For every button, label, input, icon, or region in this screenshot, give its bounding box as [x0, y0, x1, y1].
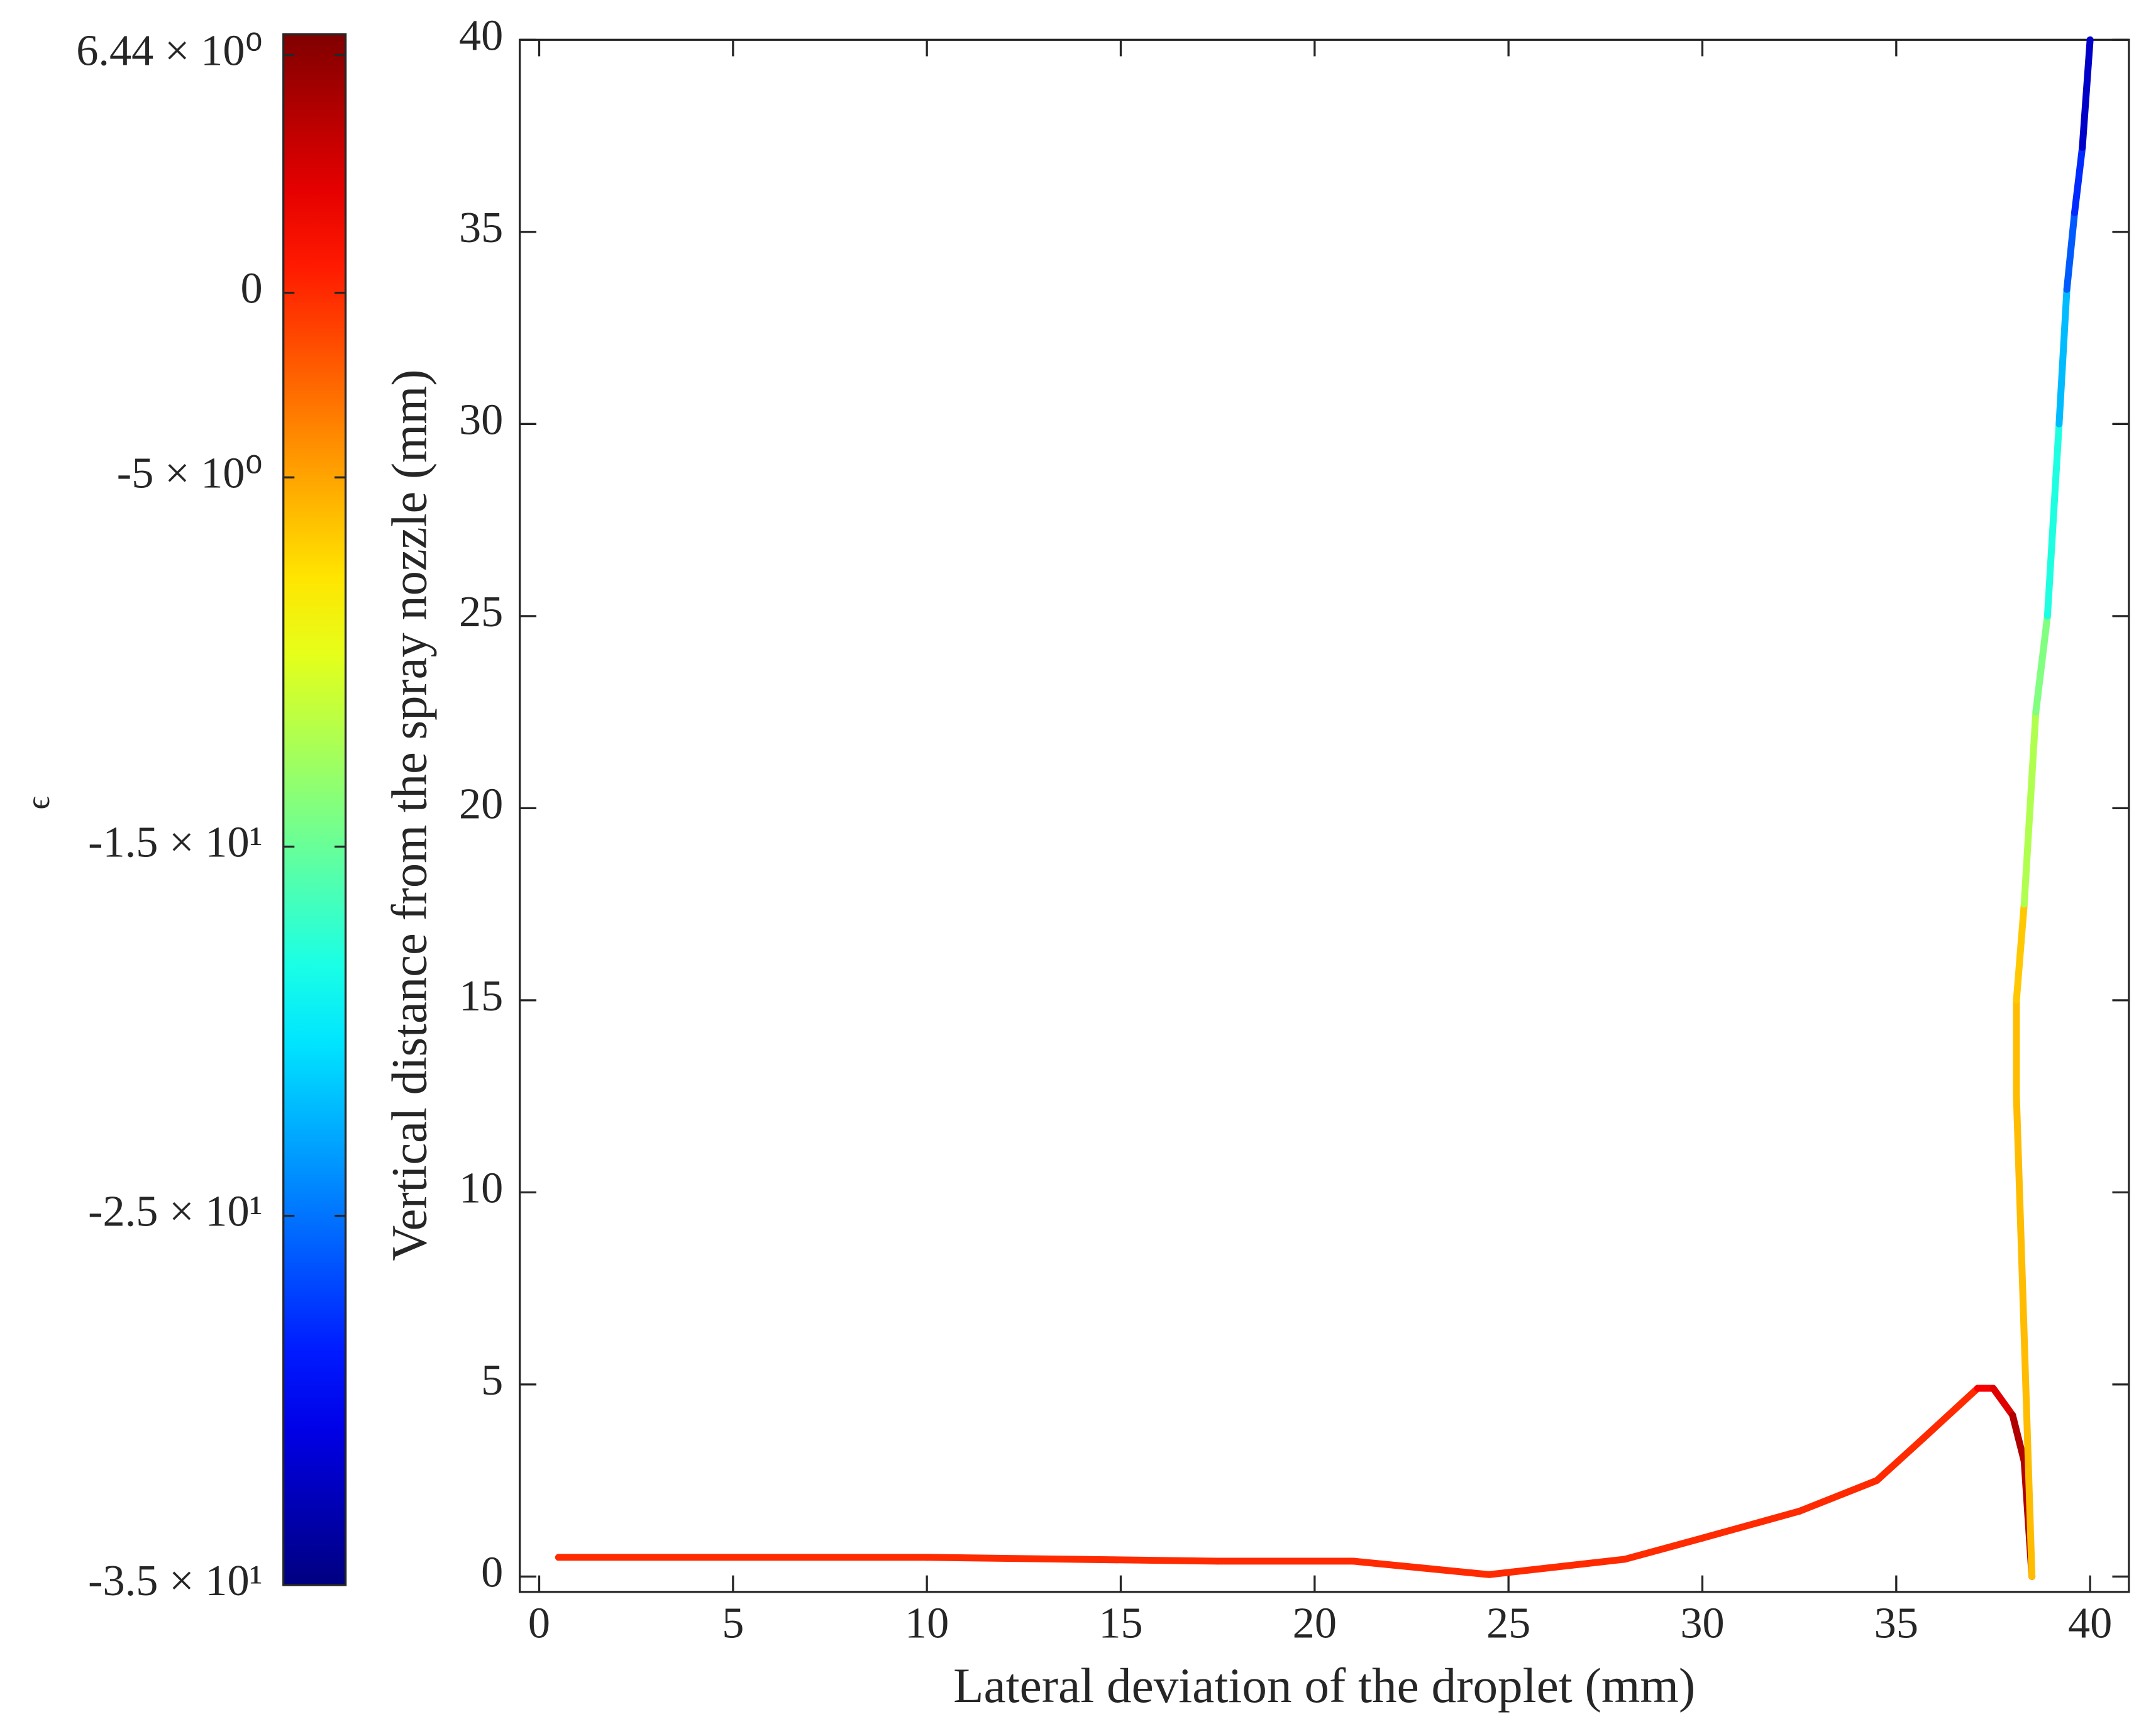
- trajectory-segment: [2032, 612, 2051, 716]
- colorbar-tick-label: 6.44 × 10⁰: [76, 27, 262, 75]
- trajectory-segment: [2009, 1412, 2028, 1465]
- trajectory-segment: [1920, 1385, 1981, 1442]
- trajectory-segment: [1873, 1434, 1927, 1484]
- trajectory-segment: [1621, 1534, 1706, 1563]
- colorbar-tick-label: 0: [241, 265, 263, 313]
- trajectory-segment: [1349, 1557, 1493, 1578]
- colorbar-tick-label: -1.5 × 10¹: [88, 819, 263, 867]
- colorbar-frame: [282, 33, 347, 1586]
- colorbar: [283, 34, 346, 1585]
- trajectory-segment: [2013, 1093, 2036, 1580]
- y-tick-label: 25: [459, 588, 503, 636]
- y-tick-label: 0: [481, 1549, 503, 1597]
- colorbar-tick-label: -2.5 × 10¹: [88, 1188, 263, 1236]
- x-tick-label: 0: [528, 1600, 550, 1648]
- trajectory-segment: [2013, 900, 2028, 1004]
- trajectory-segment: [1989, 1385, 2016, 1419]
- x-tick-label: 15: [1098, 1600, 1142, 1648]
- trajectory-segment: [2063, 209, 2078, 293]
- trajectory-segment: [1485, 1556, 1628, 1578]
- plot-area: [519, 40, 2129, 1592]
- axes-frame: [519, 38, 2130, 1593]
- y-axis-label: Vertical distance from the spray nozzle …: [382, 369, 437, 1261]
- trajectory-segment: [2055, 286, 2071, 428]
- x-tick-label: 5: [722, 1600, 744, 1648]
- y-tick-label: 20: [459, 780, 503, 829]
- x-tick-label: 10: [905, 1600, 949, 1648]
- y-tick-label: 5: [481, 1356, 503, 1405]
- x-tick-label: 20: [1293, 1600, 1337, 1648]
- colorbar-tick-label: -5 × 10⁰: [117, 449, 263, 497]
- y-tick-label: 35: [459, 204, 503, 252]
- y-tick-label: 30: [459, 396, 503, 445]
- colorbar-tick-label: -3.5 × 10¹: [88, 1557, 263, 1605]
- x-tick-label: 30: [1680, 1600, 1724, 1648]
- trajectory-segment: [923, 1554, 1222, 1565]
- y-tick-label: 15: [459, 972, 503, 1020]
- x-tick-label: 40: [2068, 1600, 2112, 1648]
- x-axis-label: Lateral deviation of the droplet (mm): [953, 1659, 1695, 1713]
- trajectory-segment: [1796, 1477, 1881, 1515]
- x-tick-label: 35: [1874, 1600, 1918, 1648]
- y-tick-label: 10: [459, 1164, 503, 1213]
- colorbar-label: ϵ: [20, 796, 57, 809]
- trajectory-segment: [2079, 36, 2094, 151]
- trajectory-segment: [2020, 709, 2040, 908]
- trajectory-segment: [2071, 143, 2086, 216]
- trajectory-segment: [2043, 420, 2063, 620]
- x-tick-label: 25: [1486, 1600, 1530, 1648]
- y-tick-label: 40: [459, 12, 503, 60]
- trajectory-segment: [1698, 1508, 1803, 1542]
